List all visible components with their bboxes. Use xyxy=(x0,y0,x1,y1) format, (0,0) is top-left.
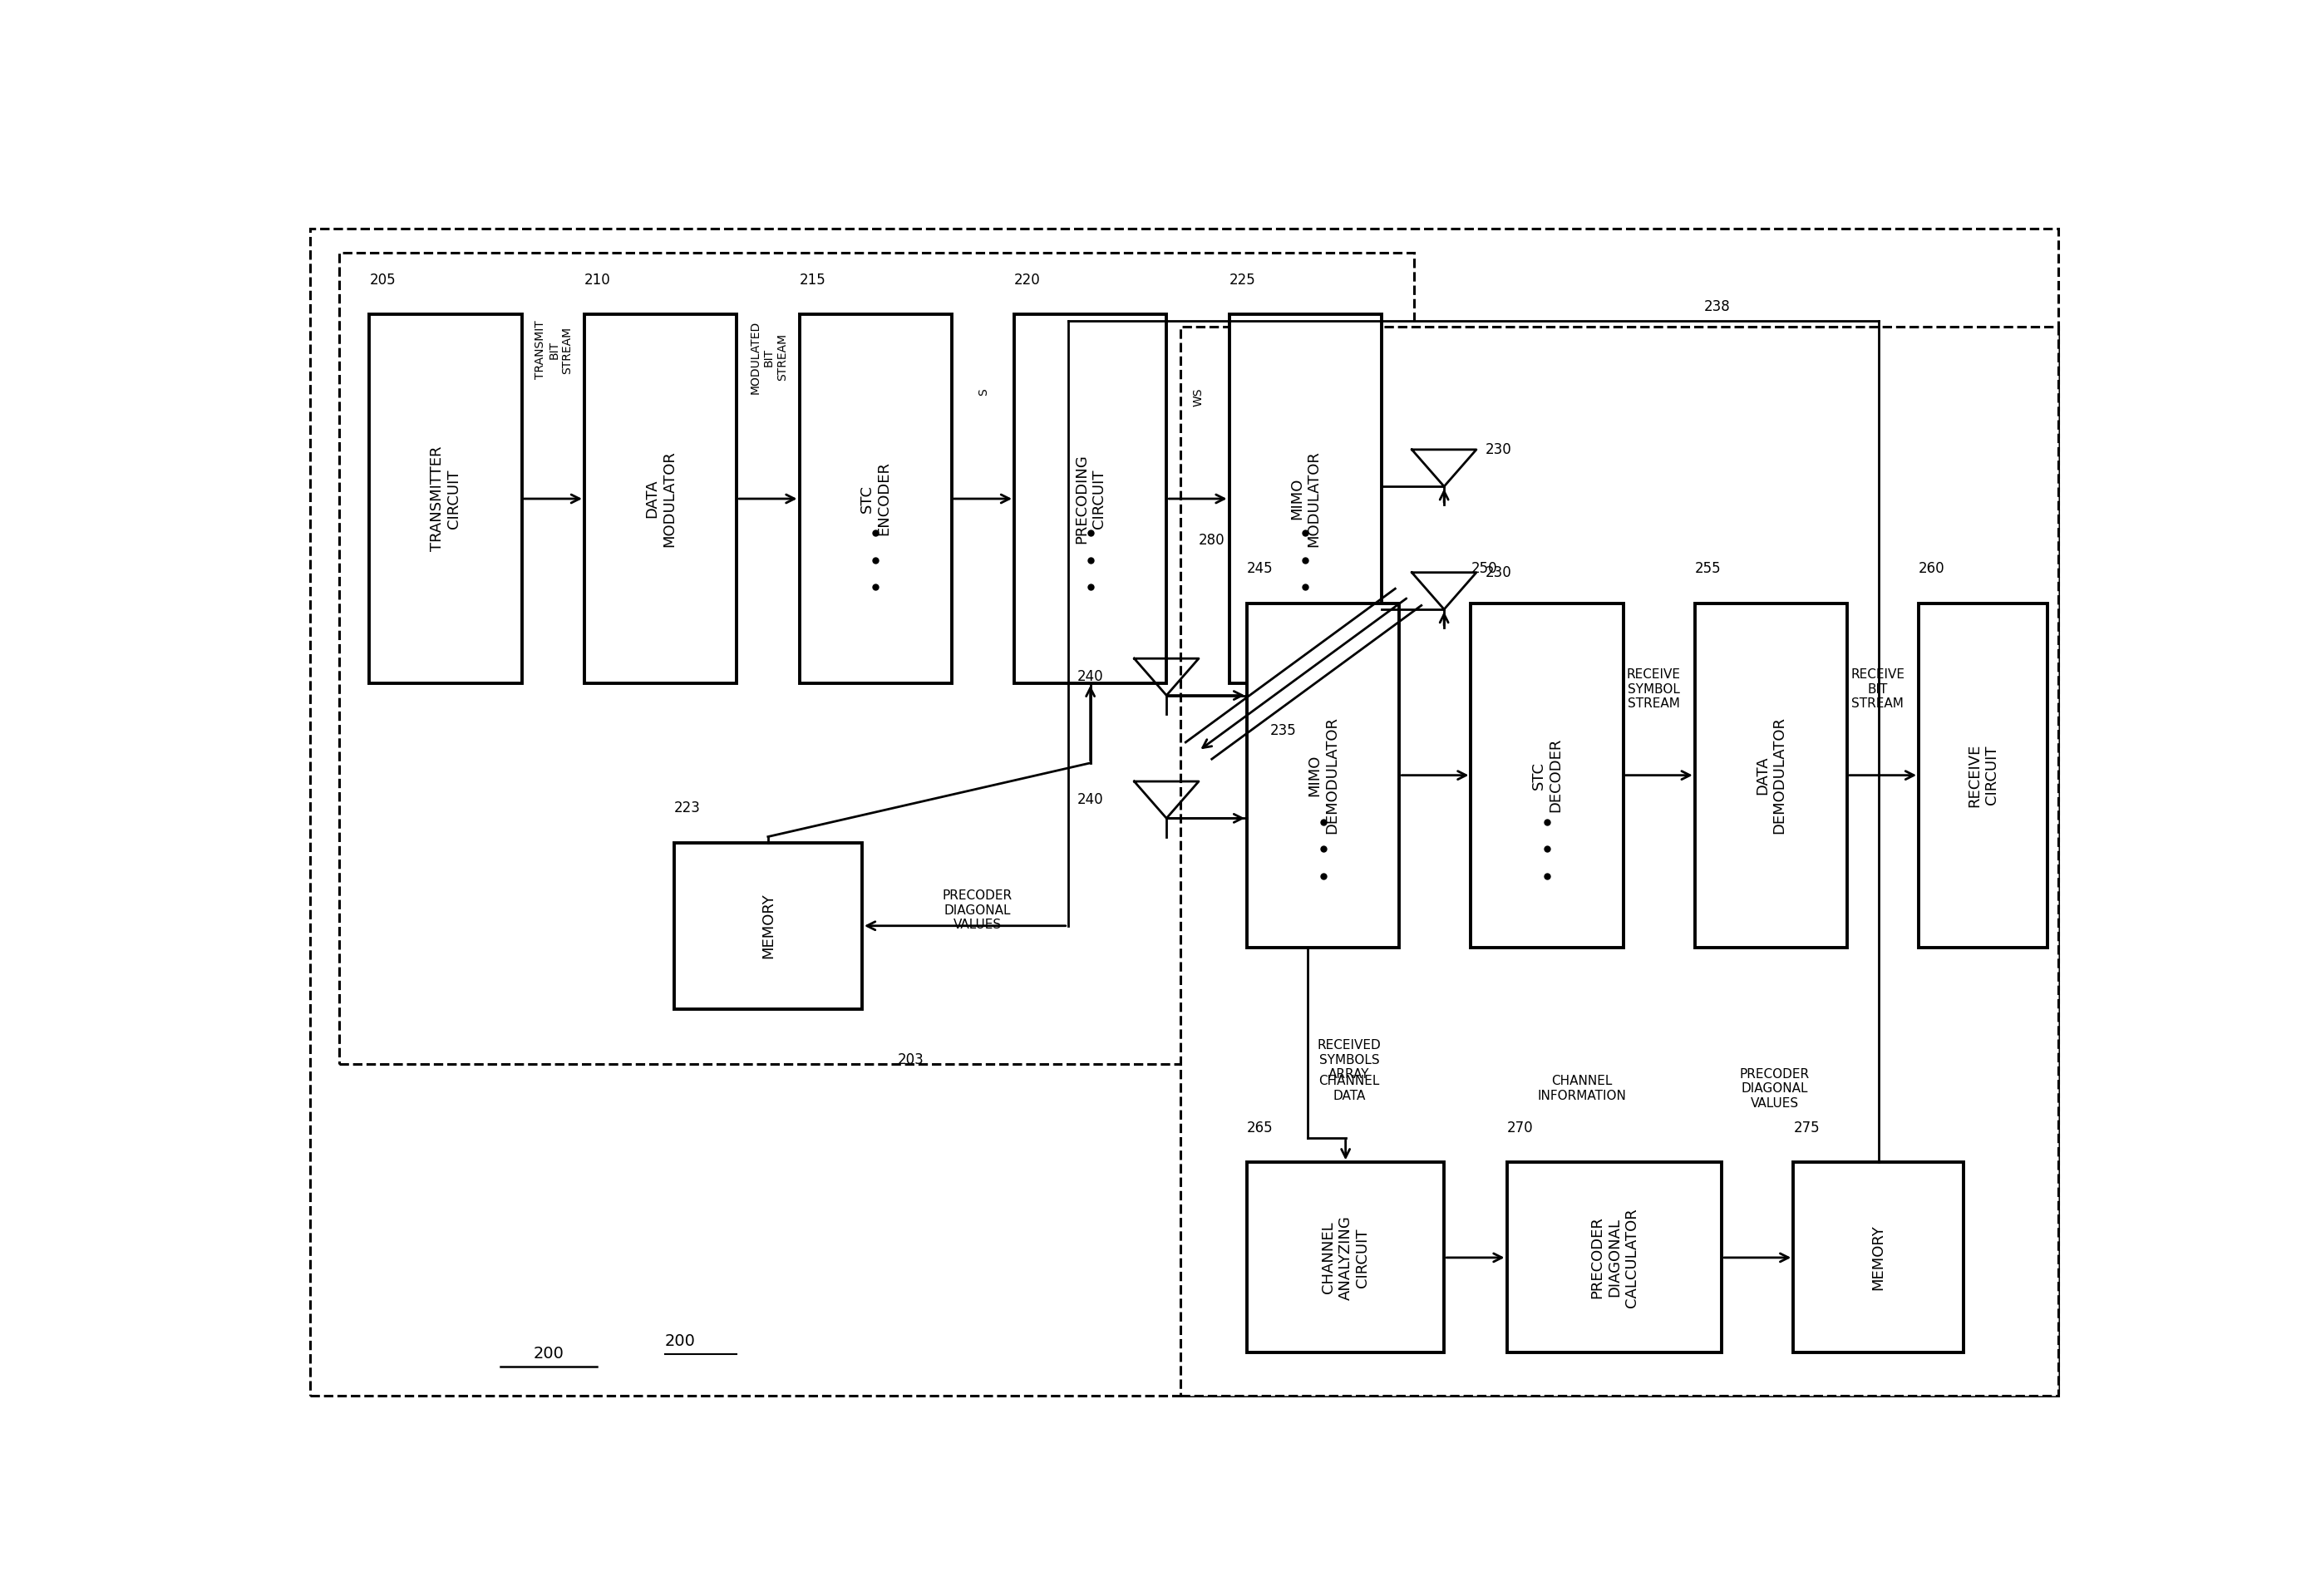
Text: 220: 220 xyxy=(1015,273,1040,287)
Text: 223: 223 xyxy=(675,801,700,816)
Text: 245: 245 xyxy=(1248,562,1273,576)
Text: WS: WS xyxy=(1192,388,1204,407)
Text: 200: 200 xyxy=(666,1333,696,1349)
Bar xyxy=(370,314,522,683)
Text: 240: 240 xyxy=(1077,792,1105,808)
Bar xyxy=(585,314,737,683)
Text: 250: 250 xyxy=(1472,562,1498,576)
Text: MODULATED
BIT
STREAM: MODULATED BIT STREAM xyxy=(749,321,788,394)
Bar xyxy=(1248,603,1400,948)
Bar xyxy=(675,843,862,1009)
Text: 270: 270 xyxy=(1507,1120,1532,1135)
Text: RECEIVE
BIT
STREAM: RECEIVE BIT STREAM xyxy=(1851,669,1904,710)
Text: DATA
MODULATOR: DATA MODULATOR xyxy=(645,450,677,547)
Text: STC
DECODER: STC DECODER xyxy=(1530,737,1562,812)
Bar xyxy=(800,314,952,683)
Text: 265: 265 xyxy=(1248,1120,1273,1135)
Text: 235: 235 xyxy=(1271,723,1296,739)
Bar xyxy=(1015,314,1167,683)
Text: 200: 200 xyxy=(534,1345,564,1361)
Text: PRECODING
CIRCUIT: PRECODING CIRCUIT xyxy=(1075,453,1107,544)
Text: 203: 203 xyxy=(899,1053,924,1068)
Text: 210: 210 xyxy=(585,273,610,287)
Text: MIMO
MODULATOR: MIMO MODULATOR xyxy=(1290,450,1322,547)
Text: MEMORY: MEMORY xyxy=(760,894,776,959)
Bar xyxy=(1507,1162,1722,1353)
Text: CHANNEL
INFORMATION: CHANNEL INFORMATION xyxy=(1537,1076,1627,1103)
Text: 260: 260 xyxy=(1918,562,1946,576)
Text: 215: 215 xyxy=(800,273,825,287)
Text: 255: 255 xyxy=(1694,562,1722,576)
Text: TRANSMITTER
CIRCUIT: TRANSMITTER CIRCUIT xyxy=(430,447,462,551)
Text: MIMO
DEMODULATOR: MIMO DEMODULATOR xyxy=(1308,717,1340,833)
Bar xyxy=(340,254,1414,1065)
Text: 225: 225 xyxy=(1229,273,1255,287)
Text: 280: 280 xyxy=(1199,533,1225,547)
Bar xyxy=(1229,314,1382,683)
Bar xyxy=(1793,1162,1964,1353)
Text: 275: 275 xyxy=(1793,1120,1819,1135)
Bar xyxy=(1181,327,2059,1396)
Text: S: S xyxy=(978,388,989,396)
Text: DATA
DEMODULATOR: DATA DEMODULATOR xyxy=(1754,717,1786,833)
Bar xyxy=(1472,603,1622,948)
Text: MEMORY: MEMORY xyxy=(1872,1224,1886,1290)
Text: RECEIVE
CIRCUIT: RECEIVE CIRCUIT xyxy=(1967,744,1999,808)
Text: CHANNEL
DATA: CHANNEL DATA xyxy=(1320,1076,1380,1103)
Text: PRECODER
DIAGONAL
VALUES: PRECODER DIAGONAL VALUES xyxy=(943,889,1012,930)
Text: RECEIVED
SYMBOLS
ARRAY: RECEIVED SYMBOLS ARRAY xyxy=(1317,1039,1382,1080)
Text: STC
ENCODER: STC ENCODER xyxy=(860,461,892,536)
Text: 205: 205 xyxy=(370,273,395,287)
Text: 230: 230 xyxy=(1486,565,1511,579)
Bar xyxy=(1248,1162,1444,1353)
Text: CHANNEL
ANALYZING
CIRCUIT: CHANNEL ANALYZING CIRCUIT xyxy=(1322,1215,1370,1299)
Text: 240: 240 xyxy=(1077,669,1105,685)
Bar xyxy=(1918,603,2048,948)
Text: 230: 230 xyxy=(1486,442,1511,456)
Text: PRECODER
DIAGONAL
VALUES: PRECODER DIAGONAL VALUES xyxy=(1740,1068,1810,1109)
Text: 238: 238 xyxy=(1703,300,1731,314)
Text: PRECODER
DIAGONAL
CALCULATOR: PRECODER DIAGONAL CALCULATOR xyxy=(1590,1208,1638,1307)
Text: TRANSMIT
BIT
STREAM: TRANSMIT BIT STREAM xyxy=(534,321,573,380)
Text: RECEIVE
SYMBOL
STREAM: RECEIVE SYMBOL STREAM xyxy=(1627,669,1680,710)
Bar xyxy=(1694,603,1846,948)
